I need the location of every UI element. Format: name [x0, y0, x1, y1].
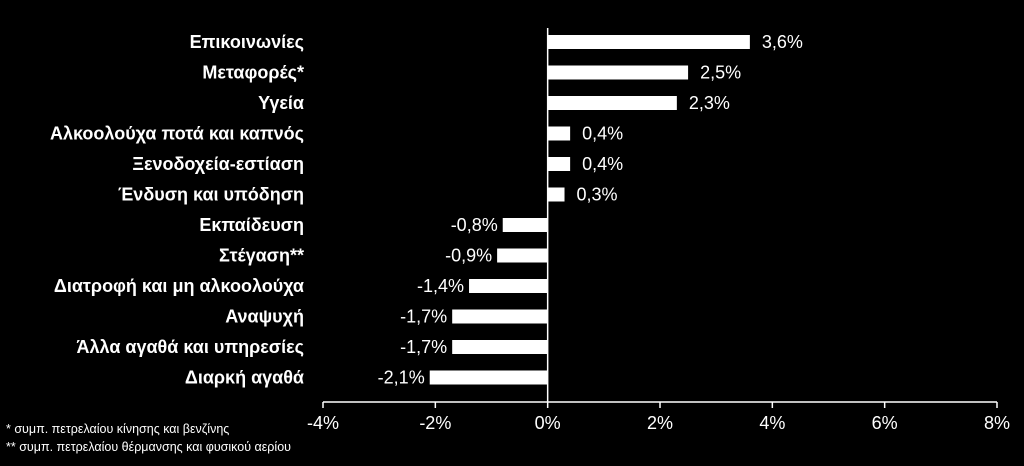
category-label: Αλκοολούχα ποτά και καπνός — [50, 124, 304, 144]
category-labels: Επικοινωνίες Μεταφορές* Υγεία Αλκοολούχα πο… — [50, 32, 304, 388]
x-tick-label: 6% — [872, 413, 898, 433]
category-label: Διαρκή αγαθά — [185, 368, 304, 388]
bar — [547, 65, 689, 80]
value-label: 0,3% — [577, 185, 618, 205]
category-label: Εκπαίδευση — [199, 215, 304, 235]
bar — [429, 370, 548, 385]
value-label: 3,6% — [762, 32, 803, 52]
value-label: 0,4% — [582, 154, 623, 174]
footnote-2: ** συμπ. πετρελαίου θέρμανσης και φυσικο… — [6, 440, 291, 454]
x-tick-label: 4% — [759, 413, 785, 433]
bar — [547, 35, 750, 49]
value-labels: 3,6% 2,5% 2,3% 0,4% 0,4% 0,3% -0,8% -0,9% -1,4% -… — [378, 32, 803, 388]
bar — [452, 309, 548, 324]
value-label: 2,5% — [700, 63, 741, 83]
x-tick-label: -2% — [419, 413, 451, 433]
category-label: Αναψυχή — [225, 307, 304, 327]
bar — [547, 157, 571, 171]
x-axis: -4% -2% 0% 2% 4% 6% 8% — [307, 28, 1010, 433]
x-tick-label: 2% — [647, 413, 673, 433]
value-label: -1,7% — [400, 307, 447, 327]
footnote-1: * συμπ. πετρελαίου κίνησης και βενζίνης — [6, 422, 230, 436]
bars-group — [429, 35, 750, 385]
x-tick-label: 8% — [984, 413, 1010, 433]
category-label: Μεταφορές* — [202, 63, 304, 83]
value-label: -0,8% — [451, 215, 498, 235]
bar — [452, 340, 548, 354]
value-label: -1,7% — [400, 337, 447, 357]
bar — [502, 218, 548, 232]
bar — [547, 126, 571, 141]
value-label: 2,3% — [689, 93, 730, 113]
bar — [547, 96, 677, 110]
category-label: Επικοινωνίες — [190, 32, 304, 52]
x-tick-label: -4% — [307, 413, 339, 433]
x-tick-label: 0% — [535, 413, 561, 433]
category-label: Ένδυση και υπόδηση — [118, 185, 304, 205]
category-label: Στέγαση** — [219, 246, 304, 266]
category-label: Άλλα αγαθά και υπηρεσίες — [77, 337, 304, 357]
bar — [497, 248, 548, 263]
bar — [547, 187, 565, 202]
bar — [469, 279, 548, 293]
category-label: Ξενοδοχεία-εστίαση — [132, 154, 304, 174]
value-label: -2,1% — [378, 368, 425, 388]
value-label: 0,4% — [582, 124, 623, 144]
value-label: -1,4% — [417, 276, 464, 296]
value-label: -0,9% — [445, 246, 492, 266]
category-label: Υγεία — [258, 93, 304, 113]
category-label: Διατροφή και μη αλκοολούχα — [54, 276, 304, 296]
